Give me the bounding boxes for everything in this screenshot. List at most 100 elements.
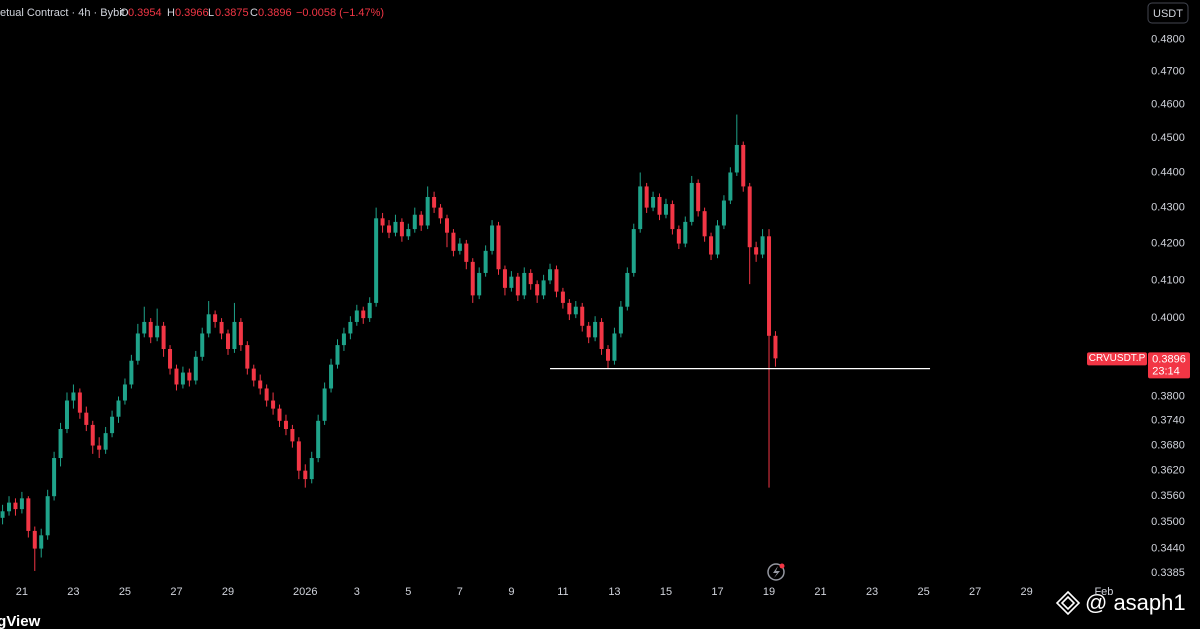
candle-body: [715, 225, 720, 255]
candle-body: [316, 420, 321, 459]
currency-label[interactable]: USDT: [1153, 8, 1183, 20]
candle-body: [567, 302, 572, 315]
brand-logo: ngView: [0, 613, 41, 629]
candle-body: [187, 372, 192, 381]
x-tick-label: Feb: [1094, 586, 1113, 598]
candle-body: [528, 272, 533, 285]
legend-label: C: [250, 7, 258, 19]
candle-body: [348, 321, 353, 334]
x-tick-label: 27: [969, 586, 981, 598]
candle-body: [709, 236, 714, 255]
candle-body: [341, 333, 346, 346]
plot-area: [0, 114, 931, 571]
watermark-text: @ asaph1: [1085, 590, 1186, 615]
candle-body: [393, 221, 398, 233]
candle-body: [754, 247, 759, 255]
candle-body: [490, 225, 495, 251]
candle-body: [84, 412, 89, 425]
candle-body: [290, 429, 295, 442]
candle-body: [580, 306, 585, 326]
candle-body: [129, 360, 134, 385]
candle-body: [515, 276, 520, 296]
price-tag-value: 0.3896: [1152, 353, 1186, 365]
candle-body: [367, 302, 372, 319]
candle-body: [760, 236, 765, 255]
x-tick-label: 29: [222, 586, 234, 598]
x-tick-label: 3: [354, 586, 360, 598]
icon-bolt[interactable]: [773, 566, 780, 578]
y-tick-label: 0.4500: [1151, 132, 1185, 144]
candle-body: [264, 388, 269, 401]
candle-body: [258, 380, 263, 389]
candle-body: [419, 214, 424, 226]
candle-body: [387, 225, 392, 233]
y-tick-label: 0.3385: [1151, 567, 1185, 579]
candle-body: [161, 325, 166, 349]
candle-body: [174, 368, 179, 385]
candle-body: [219, 321, 224, 334]
legend-value: 0.3896: [258, 7, 292, 19]
y-tick-label: 0.4400: [1151, 166, 1185, 178]
candle-body: [573, 306, 578, 315]
x-tick-label: 13: [608, 586, 620, 598]
candle-body: [683, 221, 688, 244]
candle-body: [251, 368, 256, 381]
price-tag-box: [1148, 352, 1190, 379]
candle-body: [277, 408, 282, 421]
y-tick-label: 0.4000: [1151, 312, 1185, 324]
candle-body: [477, 272, 482, 296]
candle-body: [168, 348, 173, 369]
candle-body: [361, 310, 366, 319]
x-tick-label: 25: [917, 586, 929, 598]
candle-body: [702, 211, 707, 237]
y-tick-label: 0.3500: [1151, 516, 1185, 528]
icon-dot[interactable]: [779, 563, 785, 569]
candle-body: [554, 269, 559, 292]
y-tick-label: 0.3800: [1151, 390, 1185, 402]
candle-body: [767, 236, 772, 336]
y-tick-label: 0.3620: [1151, 465, 1185, 477]
legend-label: L: [208, 7, 214, 19]
candle-body: [773, 335, 778, 359]
candle-body: [721, 200, 726, 226]
y-tick-label: 0.4700: [1151, 66, 1185, 78]
candle-body: [593, 321, 598, 338]
icon-ring[interactable]: [767, 563, 785, 581]
y-tick-label: 0.3440: [1151, 542, 1185, 554]
legend-source: etual Contract · 4h · Bybit: [0, 7, 125, 19]
candle-body: [238, 321, 243, 346]
candle-body: [734, 144, 739, 173]
x-tick-label: 9: [508, 586, 514, 598]
candle-body: [142, 321, 147, 334]
candle-body: [245, 345, 250, 369]
candle-body: [663, 204, 668, 215]
candle-body: [380, 218, 385, 226]
currency-button[interactable]: [1147, 2, 1189, 24]
candle-body: [470, 261, 475, 296]
candle-body: [457, 243, 462, 251]
x-tick-label: 25: [119, 586, 131, 598]
candle-body: [522, 272, 527, 296]
candle-body: [728, 172, 733, 201]
x-tick-label: 17: [711, 586, 723, 598]
candle-body: [631, 229, 636, 273]
candle-body: [206, 314, 211, 334]
candle-body: [309, 458, 314, 480]
candle-body: [39, 535, 44, 549]
replay-icon[interactable]: [767, 563, 785, 581]
candle-body: [335, 345, 340, 365]
candle-body: [116, 400, 121, 417]
candle-body: [303, 470, 308, 480]
x-tick-label: 29: [1021, 586, 1033, 598]
candle-body: [651, 196, 656, 208]
candle-body: [329, 364, 334, 389]
y-tick-label: 0.4100: [1151, 274, 1185, 286]
candle-body: [122, 384, 127, 401]
candle-body: [322, 388, 327, 421]
candle-body: [271, 400, 276, 409]
candle-body: [670, 204, 675, 230]
candle-body: [548, 269, 553, 281]
candle-body: [560, 291, 565, 303]
candle-body: [425, 196, 430, 226]
